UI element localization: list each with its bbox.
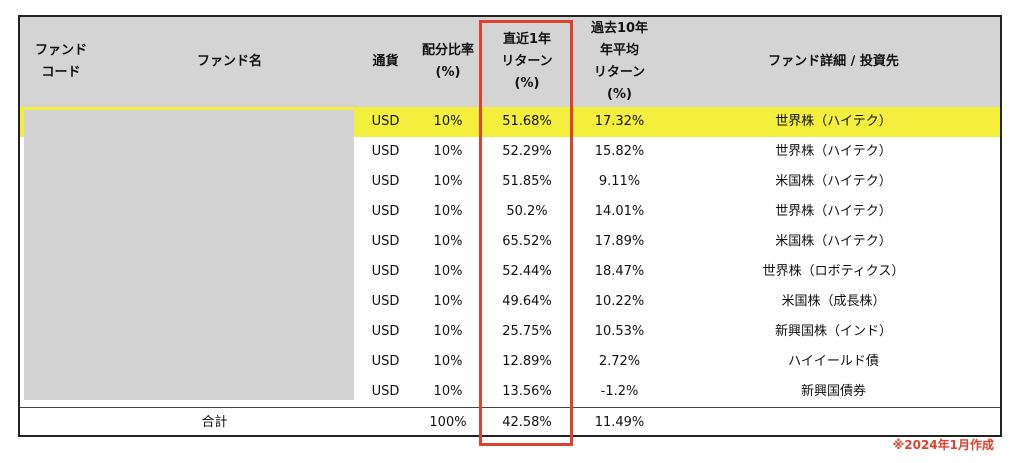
table-row: USD 10% 51.85% 9.11% 米国株（ハイテク） [20,167,1000,197]
table-cell: 世界株（ハイテク） [775,144,892,159]
table-cell: 10% [433,234,463,249]
note: ※2024年1月作成 [892,438,994,452]
table-cell: 世界株（ハイテク） [775,114,892,129]
column-header: 配分比率 (%) [421,43,474,80]
table-cell: 10% [433,324,463,339]
total-label: 合計 [201,414,228,430]
table-cell: 49.64% [502,294,552,309]
table-row: USD 10% 25.75% 10.53% 新興国株（インド） [20,317,1000,347]
table-cell: USD [371,264,400,279]
table-cell: USD [371,294,400,309]
table-cell: 米国株（ハイテク） [775,234,892,249]
table-cell: USD [371,234,400,249]
column-header: 通貨 [372,54,399,69]
total-cell: 11.49% [594,414,645,430]
table-row: USD 10% 52.29% 15.82% 世界株（ハイテク） [20,137,1000,167]
table-cell: 世界株（ロボティクス） [762,264,905,279]
table-cell: 17.32% [594,114,645,129]
table-cell: 10% [433,144,463,159]
table-cell: USD [371,354,400,369]
table-cell: 10.53% [594,324,645,339]
table-cell: 10% [433,294,463,309]
redacted-area [24,110,354,400]
table-cell: 10% [433,264,463,279]
table-cell: USD [371,114,400,129]
table-cell: -1.2% [600,384,639,399]
column-header: 直近1年 リターン (%) [501,32,553,91]
table-row: USD 10% 50.2% 14.01% 世界株（ハイテク） [20,197,1000,227]
table-row: USD 10% 13.56% -1.2% 新興国債券 [20,377,1000,407]
table-cell: USD [371,204,400,219]
table-header: ファンド コード ファンド名 通貨 配分比率 (%) 直近1年 リターン (%) 過去10… [20,17,1000,107]
total-cell: 100% [429,414,467,430]
table-cell: USD [371,324,400,339]
table-cell: 米国株（成長株） [781,294,886,309]
column-header: ファンド詳細 / 投資先 [768,54,899,69]
table-cell: 13.56% [502,384,552,399]
table-cell: 14.01% [594,204,645,219]
fund-table: ファンド コード ファンド名 通貨 配分比率 (%) 直近1年 リターン (%) 過去10… [18,15,1002,437]
highlight-frame [479,20,573,446]
table-cell: 10% [433,174,463,189]
column-header: ファンド コード [34,43,87,80]
table-row: USD 10% 12.89% 2.72% ハイイールド債 [20,347,1000,377]
table-cell: 15.82% [594,144,645,159]
table-cell: 17.89% [594,234,645,249]
total-cell: 42.58% [502,414,552,430]
table-cell: 52.44% [502,264,552,279]
table-cell: 12.89% [502,354,552,369]
table-cell: 世界株（ハイテク） [775,204,892,219]
table-cell: 18.47% [594,264,645,279]
table-cell: 10% [433,354,463,369]
table-cell: 65.52% [502,234,552,249]
table-cell: 25.75% [502,324,552,339]
table-cell: 新興国株（インド） [774,324,892,339]
table-row: USD 10% 49.64% 10.22% 米国株（成長株） [20,287,1000,317]
table-cell: 10% [433,204,463,219]
total-divider [20,407,1000,408]
table-cell: 52.29% [502,144,552,159]
table-cell: 51.68% [502,114,552,129]
column-header: ファンド名 [196,54,262,69]
table-row: USD 10% 65.52% 17.89% 米国株（ハイテク） [20,227,1000,257]
table-cell: 2.72% [598,354,641,369]
table-cell: 51.85% [502,174,552,189]
table-cell: ハイイールド債 [788,354,879,369]
table-cell: USD [371,384,400,399]
table-cell: USD [371,144,400,159]
column-header: 過去10年 年平均 リターン (%) [590,21,649,102]
table-cell: 9.11% [598,174,641,189]
table-cell: 10.22% [594,294,645,309]
table-row: USD 10% 52.44% 18.47% 世界株（ロボティクス） [20,257,1000,287]
table-cell: USD [371,174,400,189]
table-cell: 10% [433,114,463,129]
table-cell: 米国株（ハイテク） [775,174,892,189]
table-cell: 10% [433,384,463,399]
table-cell: 50.2% [506,204,548,219]
table-cell: 新興国債券 [800,384,866,399]
